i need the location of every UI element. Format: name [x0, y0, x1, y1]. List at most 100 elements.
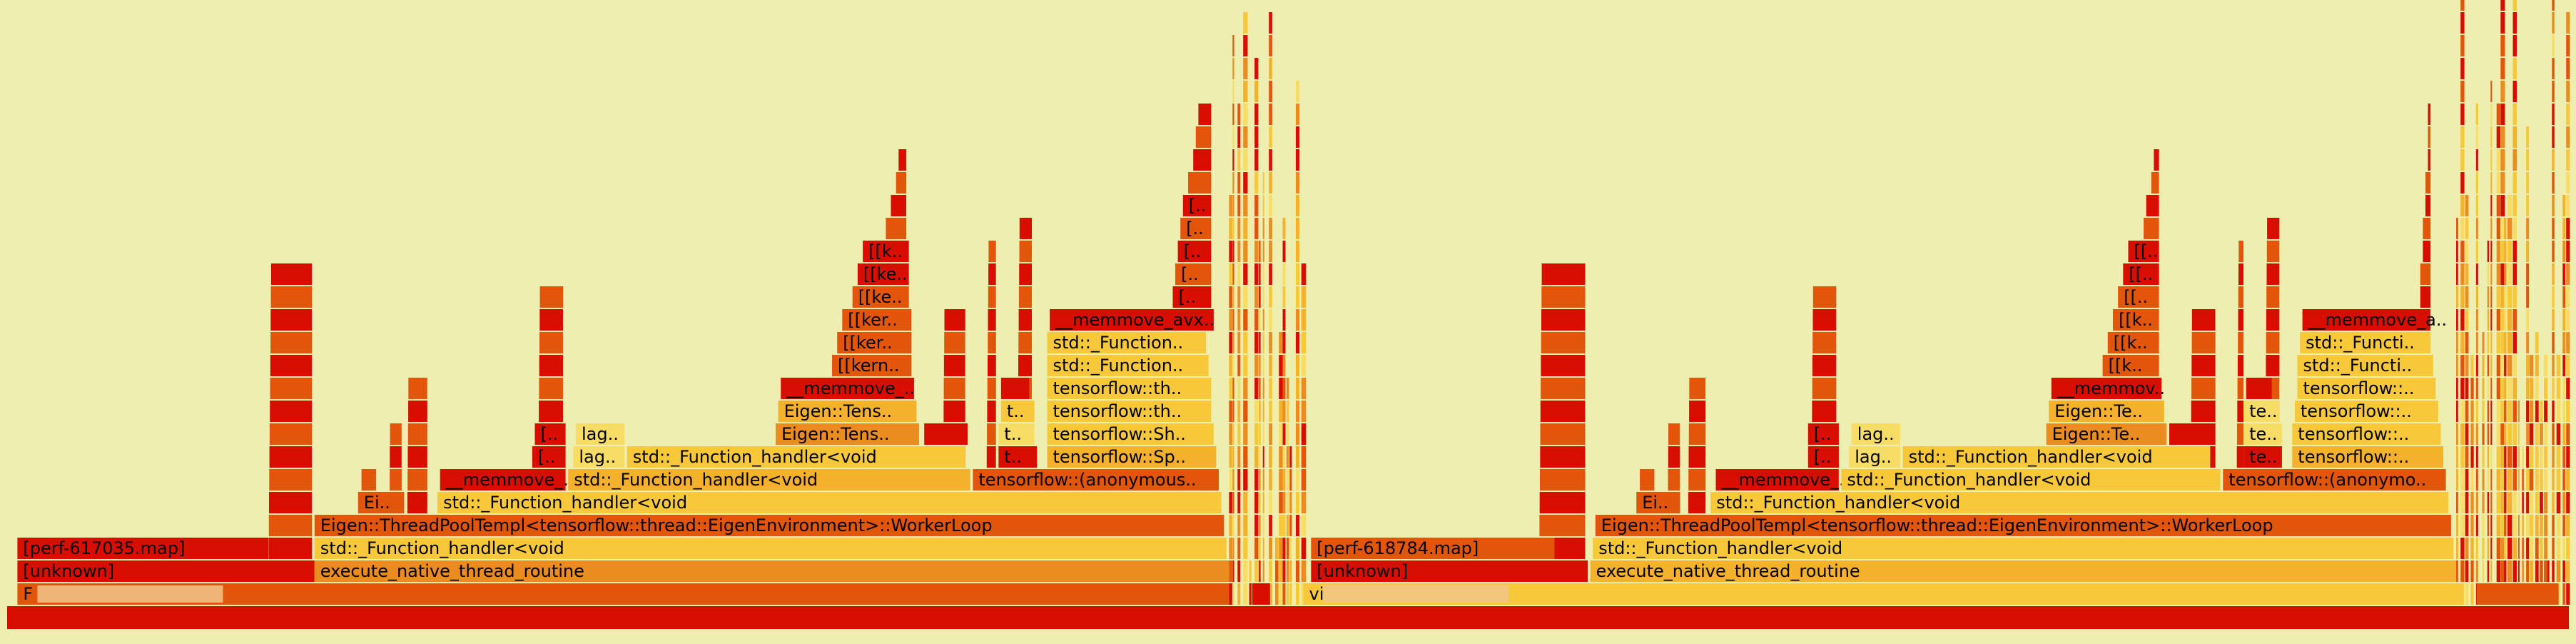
thin-frame[interactable]	[1254, 401, 1259, 422]
flame-frame[interactable]	[1252, 583, 1270, 605]
thin-frame[interactable]	[2512, 126, 2517, 148]
thin-frame[interactable]	[1232, 515, 1234, 536]
thin-frame[interactable]	[1237, 583, 1241, 605]
thin-frame[interactable]	[1295, 218, 1299, 239]
thin-frame[interactable]	[1286, 378, 1289, 399]
thin-frame[interactable]	[2456, 355, 2458, 376]
thin-frame[interactable]	[2456, 263, 2458, 285]
frame-rect[interactable]	[2476, 583, 2559, 605]
narrow-frame[interactable]	[1689, 378, 1706, 399]
thin-frame[interactable]	[1254, 149, 1259, 171]
narrow-frame[interactable]	[1668, 446, 1680, 468]
thin-frame[interactable]	[2552, 423, 2555, 445]
thin-frame[interactable]	[2512, 104, 2517, 125]
narrow-frame[interactable]	[1540, 469, 1586, 490]
thin-frame[interactable]	[1262, 263, 1264, 285]
frame-rect[interactable]	[314, 560, 1229, 582]
thin-frame[interactable]	[2490, 195, 2493, 216]
thin-frame[interactable]	[1301, 401, 1307, 422]
frame-rect[interactable]	[2223, 469, 2446, 490]
thin-frame[interactable]	[1243, 58, 1248, 79]
thin-frame[interactable]	[2566, 538, 2570, 559]
thin-frame[interactable]	[2526, 172, 2530, 193]
thin-frame[interactable]	[2465, 538, 2469, 559]
thin-frame[interactable]	[2496, 309, 2500, 331]
thin-frame[interactable]	[2566, 309, 2570, 331]
thin-frame[interactable]	[2500, 58, 2505, 79]
thin-frame[interactable]	[2535, 355, 2539, 376]
narrow-frame[interactable]	[539, 378, 563, 399]
thin-frame[interactable]	[2460, 195, 2465, 216]
narrow-frame[interactable]	[1541, 309, 1586, 331]
thin-frame[interactable]	[1254, 104, 1259, 125]
thin-frame[interactable]	[1254, 515, 1259, 536]
thin-frame[interactable]	[2512, 469, 2517, 490]
thin-frame[interactable]	[1269, 469, 1272, 490]
narrow-frame[interactable]	[2238, 309, 2244, 331]
frame-rect[interactable]	[2118, 286, 2159, 308]
thin-frame[interactable]	[1243, 286, 1248, 308]
thin-frame[interactable]	[2529, 515, 2534, 536]
thin-frame[interactable]	[1269, 309, 1272, 331]
thin-frame[interactable]	[2500, 149, 2505, 171]
thin-frame[interactable]	[2517, 560, 2520, 582]
thin-frame[interactable]	[2526, 286, 2530, 308]
frame-rect[interactable]	[2428, 104, 2431, 125]
thin-frame[interactable]	[2529, 423, 2534, 445]
frame-rect[interactable]	[1311, 560, 1588, 582]
thin-frame[interactable]	[1229, 309, 1232, 331]
thin-frame[interactable]	[2504, 355, 2507, 376]
thin-frame[interactable]	[1301, 446, 1307, 468]
flame-frame[interactable]: tensorflow::..	[2292, 446, 2444, 468]
thin-frame[interactable]	[1249, 560, 1252, 582]
thin-frame[interactable]	[2512, 35, 2517, 56]
flame-frame[interactable]: [[..	[2118, 286, 2159, 308]
thin-frame[interactable]	[2517, 446, 2520, 468]
thin-frame[interactable]	[2456, 469, 2458, 490]
thin-frame[interactable]	[2544, 469, 2548, 490]
thin-frame[interactable]	[2456, 446, 2458, 468]
thin-frame[interactable]	[2522, 538, 2524, 559]
thin-frame[interactable]	[1269, 218, 1272, 239]
flame-frame[interactable]: t..	[998, 446, 1038, 468]
narrow-frame[interactable]	[408, 378, 427, 399]
thin-frame[interactable]	[1229, 446, 1232, 468]
thin-frame[interactable]	[1232, 469, 1234, 490]
thin-frame[interactable]	[1232, 195, 1234, 216]
flame-frame[interactable]: Eigen::Te..	[2049, 401, 2164, 422]
thin-frame[interactable]	[2526, 241, 2530, 262]
thin-frame[interactable]	[2517, 492, 2520, 513]
narrow-frame[interactable]	[269, 423, 313, 445]
thin-frame[interactable]	[1229, 218, 1232, 239]
thin-frame[interactable]	[2517, 515, 2520, 536]
flame-frame[interactable]	[2246, 378, 2272, 399]
thin-frame[interactable]	[2487, 332, 2490, 353]
thin-frame[interactable]	[1243, 195, 1248, 216]
thin-frame[interactable]	[2566, 583, 2570, 605]
narrow-frame[interactable]	[539, 309, 563, 331]
frame-rect[interactable]	[576, 423, 625, 445]
frame-rect[interactable]	[2154, 149, 2159, 171]
thin-frame[interactable]	[2470, 538, 2474, 559]
thin-frame[interactable]	[1295, 515, 1299, 536]
thin-frame[interactable]	[1232, 126, 1234, 148]
thin-frame[interactable]	[1295, 401, 1299, 422]
thin-frame[interactable]	[1295, 423, 1299, 445]
thin-frame[interactable]	[2500, 286, 2505, 308]
thin-frame[interactable]	[1279, 332, 1283, 353]
thin-frame[interactable]	[1229, 378, 1232, 399]
thin-frame[interactable]	[2512, 423, 2517, 445]
thin-frame[interactable]	[1237, 355, 1241, 376]
thin-frame[interactable]	[2562, 423, 2565, 445]
thin-frame[interactable]	[2456, 309, 2458, 331]
thin-frame[interactable]	[2490, 286, 2493, 308]
thin-frame[interactable]	[1269, 332, 1272, 353]
frame-rect[interactable]	[2292, 423, 2441, 445]
flame-frame[interactable]: __memmove_avx..	[1050, 309, 1215, 331]
flame-frame[interactable]: tensorflow::th..	[1047, 378, 1212, 399]
thin-frame[interactable]	[2490, 172, 2493, 193]
thin-frame[interactable]	[2566, 401, 2570, 422]
thin-frame[interactable]	[2540, 446, 2543, 468]
thin-frame[interactable]	[2496, 104, 2500, 125]
thin-frame[interactable]	[2566, 241, 2570, 262]
